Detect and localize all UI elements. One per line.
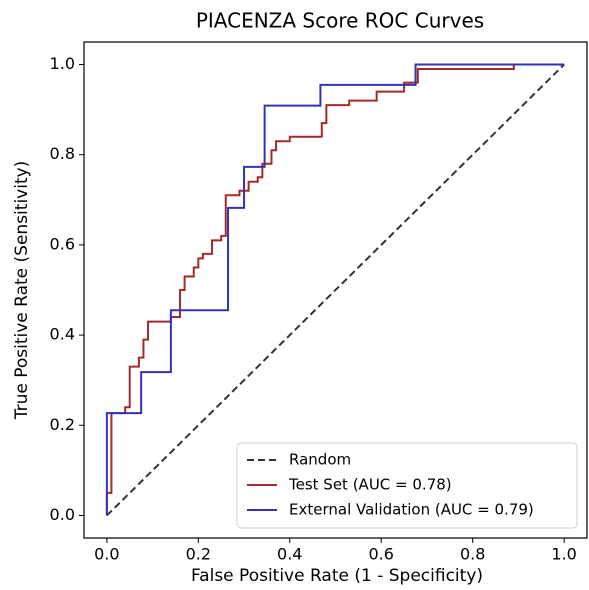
series-line [106, 63, 565, 517]
plot-frame [83, 41, 588, 539]
series-line [105, 63, 565, 516]
y-tick-label: 0.6 [50, 234, 75, 253]
chart-title: PIACENZA Score ROC Curves [196, 9, 484, 33]
x-tick-label: 0.4 [277, 545, 302, 564]
legend-box [236, 442, 578, 529]
y-tick-label: 0.2 [50, 415, 75, 434]
x-tick-label: 0.0 [94, 545, 119, 564]
x-tick-label: 0.8 [460, 545, 485, 564]
legend-label: Test Set (AUC = 0.78) [288, 476, 452, 494]
x-tick-label: 0.6 [369, 545, 394, 564]
y-tick-label: 0.0 [50, 505, 75, 524]
legend: Random Test Set (AUC = 0.78) External Vali… [236, 442, 578, 529]
x-tick-label: 1.0 [551, 545, 576, 564]
y-tick-label: 0.4 [50, 325, 75, 344]
legend-label: Random [289, 451, 351, 469]
series-line [105, 63, 565, 516]
y-tick-label: 0.8 [50, 144, 75, 163]
y-tick-label: 1.0 [50, 54, 75, 73]
x-tick-label: 0.2 [186, 545, 211, 564]
x-axis-label: False Positive Rate (1 - Specificity) [191, 566, 483, 586]
legend-label: External Validation (AUC = 0.79) [289, 501, 534, 519]
y-axis-label: True Positive Rate (Sensitivity) [12, 161, 32, 421]
